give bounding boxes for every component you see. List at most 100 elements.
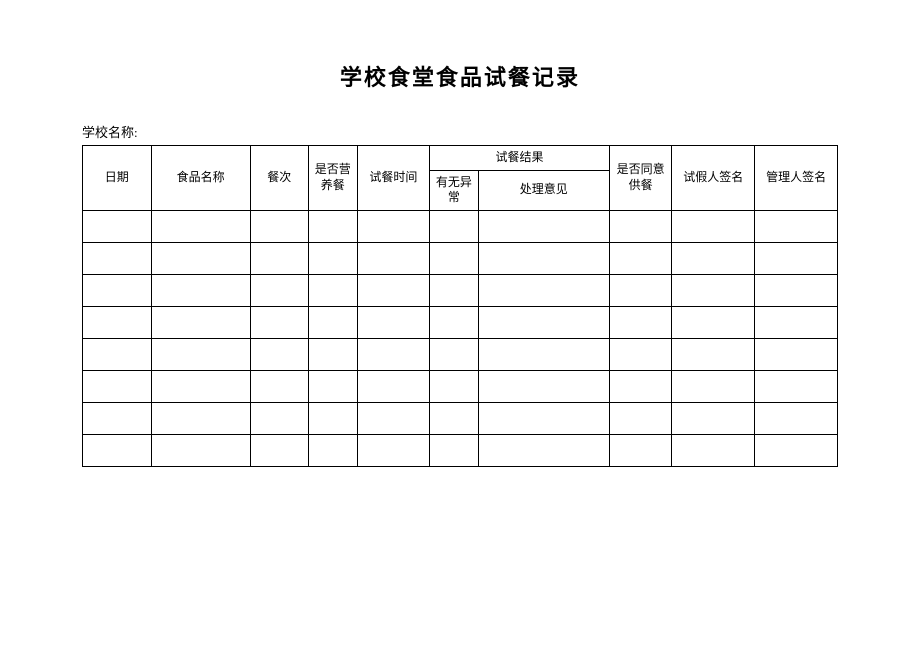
table-row (83, 434, 838, 466)
table-cell (151, 402, 250, 434)
table-cell (83, 402, 152, 434)
table-cell (478, 242, 609, 274)
table-cell (609, 434, 672, 466)
col-header-manager-sign: 管理人签名 (755, 146, 838, 211)
col-header-abnormal: 有无异常 (430, 170, 478, 210)
table-cell (357, 210, 430, 242)
table-cell (309, 306, 357, 338)
table-cell (478, 402, 609, 434)
table-cell (357, 274, 430, 306)
table-cell (755, 306, 838, 338)
school-name-label: 学校名称: (82, 122, 880, 141)
table-cell (357, 338, 430, 370)
table-cell (430, 210, 478, 242)
table-cell (672, 274, 755, 306)
table-cell (430, 370, 478, 402)
table-cell (755, 370, 838, 402)
table-cell (83, 306, 152, 338)
table-cell (755, 210, 838, 242)
table-cell (83, 274, 152, 306)
table-cell (430, 242, 478, 274)
table-row (83, 274, 838, 306)
table-cell (430, 338, 478, 370)
table-cell (755, 402, 838, 434)
table-cell (250, 370, 309, 402)
col-header-opinion: 处理意见 (478, 170, 609, 210)
table-cell (309, 274, 357, 306)
table-cell (430, 402, 478, 434)
table-cell (309, 402, 357, 434)
table-cell (151, 242, 250, 274)
table-cell (309, 370, 357, 402)
table-cell (357, 370, 430, 402)
table-cell (151, 274, 250, 306)
table-cell (83, 370, 152, 402)
table-cell (609, 242, 672, 274)
table-cell (357, 306, 430, 338)
table-cell (755, 338, 838, 370)
table-cell (609, 274, 672, 306)
table-cell (250, 434, 309, 466)
col-header-taste-time: 试餐时间 (357, 146, 430, 211)
table-cell (672, 434, 755, 466)
table-cell (151, 306, 250, 338)
col-header-nutrition: 是否营养餐 (309, 146, 357, 211)
col-header-date: 日期 (83, 146, 152, 211)
table-cell (83, 434, 152, 466)
table-row (83, 338, 838, 370)
table-cell (430, 306, 478, 338)
table-cell (755, 274, 838, 306)
table-cell (250, 274, 309, 306)
table-cell (609, 306, 672, 338)
table-cell (478, 306, 609, 338)
table-cell (672, 210, 755, 242)
col-header-result-group: 试餐结果 (430, 146, 610, 171)
page-title: 学校食堂食品试餐记录 (40, 60, 880, 92)
table-cell (250, 402, 309, 434)
table-cell (609, 210, 672, 242)
table-cell (672, 306, 755, 338)
table-cell (672, 242, 755, 274)
tasting-record-table: 日期 食品名称 餐次 是否营养餐 试餐时间 试餐结果 是否同意供餐 试假人签名 … (82, 145, 838, 467)
table-cell (478, 338, 609, 370)
table-cell (83, 242, 152, 274)
table-cell (250, 242, 309, 274)
table-cell (309, 434, 357, 466)
table-cell (309, 338, 357, 370)
table-cell (672, 338, 755, 370)
table-cell (357, 402, 430, 434)
table-cell (151, 434, 250, 466)
table-cell (478, 370, 609, 402)
table-cell (250, 306, 309, 338)
table-cell (151, 210, 250, 242)
table-cell (478, 434, 609, 466)
table-cell (755, 434, 838, 466)
table-cell (357, 242, 430, 274)
table-cell (250, 338, 309, 370)
table-cell (672, 370, 755, 402)
table-row (83, 306, 838, 338)
table-cell (672, 402, 755, 434)
table-cell (609, 402, 672, 434)
table-cell (309, 210, 357, 242)
table-row (83, 370, 838, 402)
table-cell (478, 274, 609, 306)
table-cell (430, 434, 478, 466)
table-cell (250, 210, 309, 242)
table-cell (83, 338, 152, 370)
table-cell (609, 338, 672, 370)
table-container: 日期 食品名称 餐次 是否营养餐 试餐时间 试餐结果 是否同意供餐 试假人签名 … (40, 145, 880, 467)
table-body (83, 210, 838, 466)
col-header-food-name: 食品名称 (151, 146, 250, 211)
table-row (83, 210, 838, 242)
table-cell (430, 274, 478, 306)
table-row (83, 242, 838, 274)
col-header-meal-time: 餐次 (250, 146, 309, 211)
table-cell (83, 210, 152, 242)
table-cell (357, 434, 430, 466)
table-cell (309, 242, 357, 274)
table-row (83, 402, 838, 434)
table-cell (478, 210, 609, 242)
table-cell (755, 242, 838, 274)
table-cell (609, 370, 672, 402)
